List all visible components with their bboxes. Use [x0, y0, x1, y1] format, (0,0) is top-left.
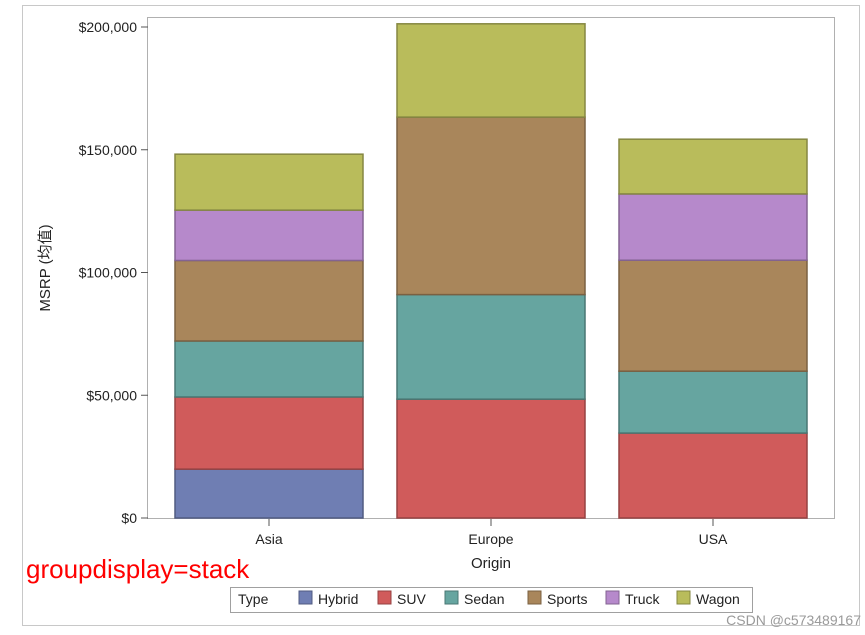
bar-segment-asia-hybrid [174, 468, 364, 519]
x-tick-label: USA [699, 531, 728, 547]
bar-segment-usa-sports [618, 259, 808, 372]
legend-title: Type [238, 591, 269, 607]
legend-swatch-sports [527, 590, 542, 605]
legend-items: Hybrid SUV Sedan Sports Truck Wagon [298, 590, 740, 607]
bar-segment-usa-truck [618, 193, 808, 261]
legend-swatch-truck [605, 590, 620, 605]
legend-label-wagon: Wagon [696, 591, 740, 607]
bar-segment-asia-truck [174, 209, 364, 262]
x-tick-label: Asia [255, 531, 282, 547]
legend-swatch-sedan [444, 590, 459, 605]
y-tick-label: $200,000 [79, 19, 138, 35]
watermark: CSDN @c573489167 [726, 612, 861, 628]
annotation-label: groupdisplay=stack [26, 554, 250, 584]
bar-segment-usa-wagon [618, 138, 808, 195]
legend-swatch-hybrid [298, 590, 313, 605]
legend-swatch-suv [377, 590, 392, 605]
legend-label-sedan: Sedan [464, 591, 504, 607]
bar-segment-europe-sedan [396, 293, 586, 400]
x-axis: Asia Europe USA [255, 519, 728, 547]
bar-segment-asia-sports [174, 259, 364, 342]
bars-group [174, 23, 808, 519]
legend-label-suv: SUV [397, 591, 426, 607]
bar-segment-europe-wagon [396, 23, 586, 118]
y-tick-label: $100,000 [79, 265, 138, 281]
x-axis-title: Origin [471, 555, 511, 572]
legend-label-hybrid: Hybrid [318, 591, 358, 607]
x-tick-label: Europe [468, 531, 513, 547]
y-tick-label: $150,000 [79, 142, 138, 158]
y-tick-label: $50,000 [86, 387, 137, 403]
legend-label-sports: Sports [547, 591, 587, 607]
legend-frame [230, 587, 753, 613]
legend: Type Hybrid SUV Sedan Sports Truck Wagon [230, 587, 753, 613]
y-axis-title: MSRP (均值) [37, 224, 54, 311]
bar-segment-usa-suv [618, 432, 808, 519]
legend-swatch-wagon [676, 590, 691, 605]
bar-segment-asia-wagon [174, 153, 364, 211]
bar-segment-asia-suv [174, 396, 364, 470]
bar-segment-usa-sedan [618, 370, 808, 434]
legend-label-truck: Truck [625, 591, 660, 607]
y-tick-label: $0 [121, 510, 137, 526]
bar-segment-europe-sports [396, 116, 586, 296]
y-axis: $0 $50,000 $100,000 $150,000 $200,000 [79, 19, 148, 526]
bar-segment-europe-suv [396, 398, 586, 519]
bar-segment-asia-sedan [174, 340, 364, 398]
